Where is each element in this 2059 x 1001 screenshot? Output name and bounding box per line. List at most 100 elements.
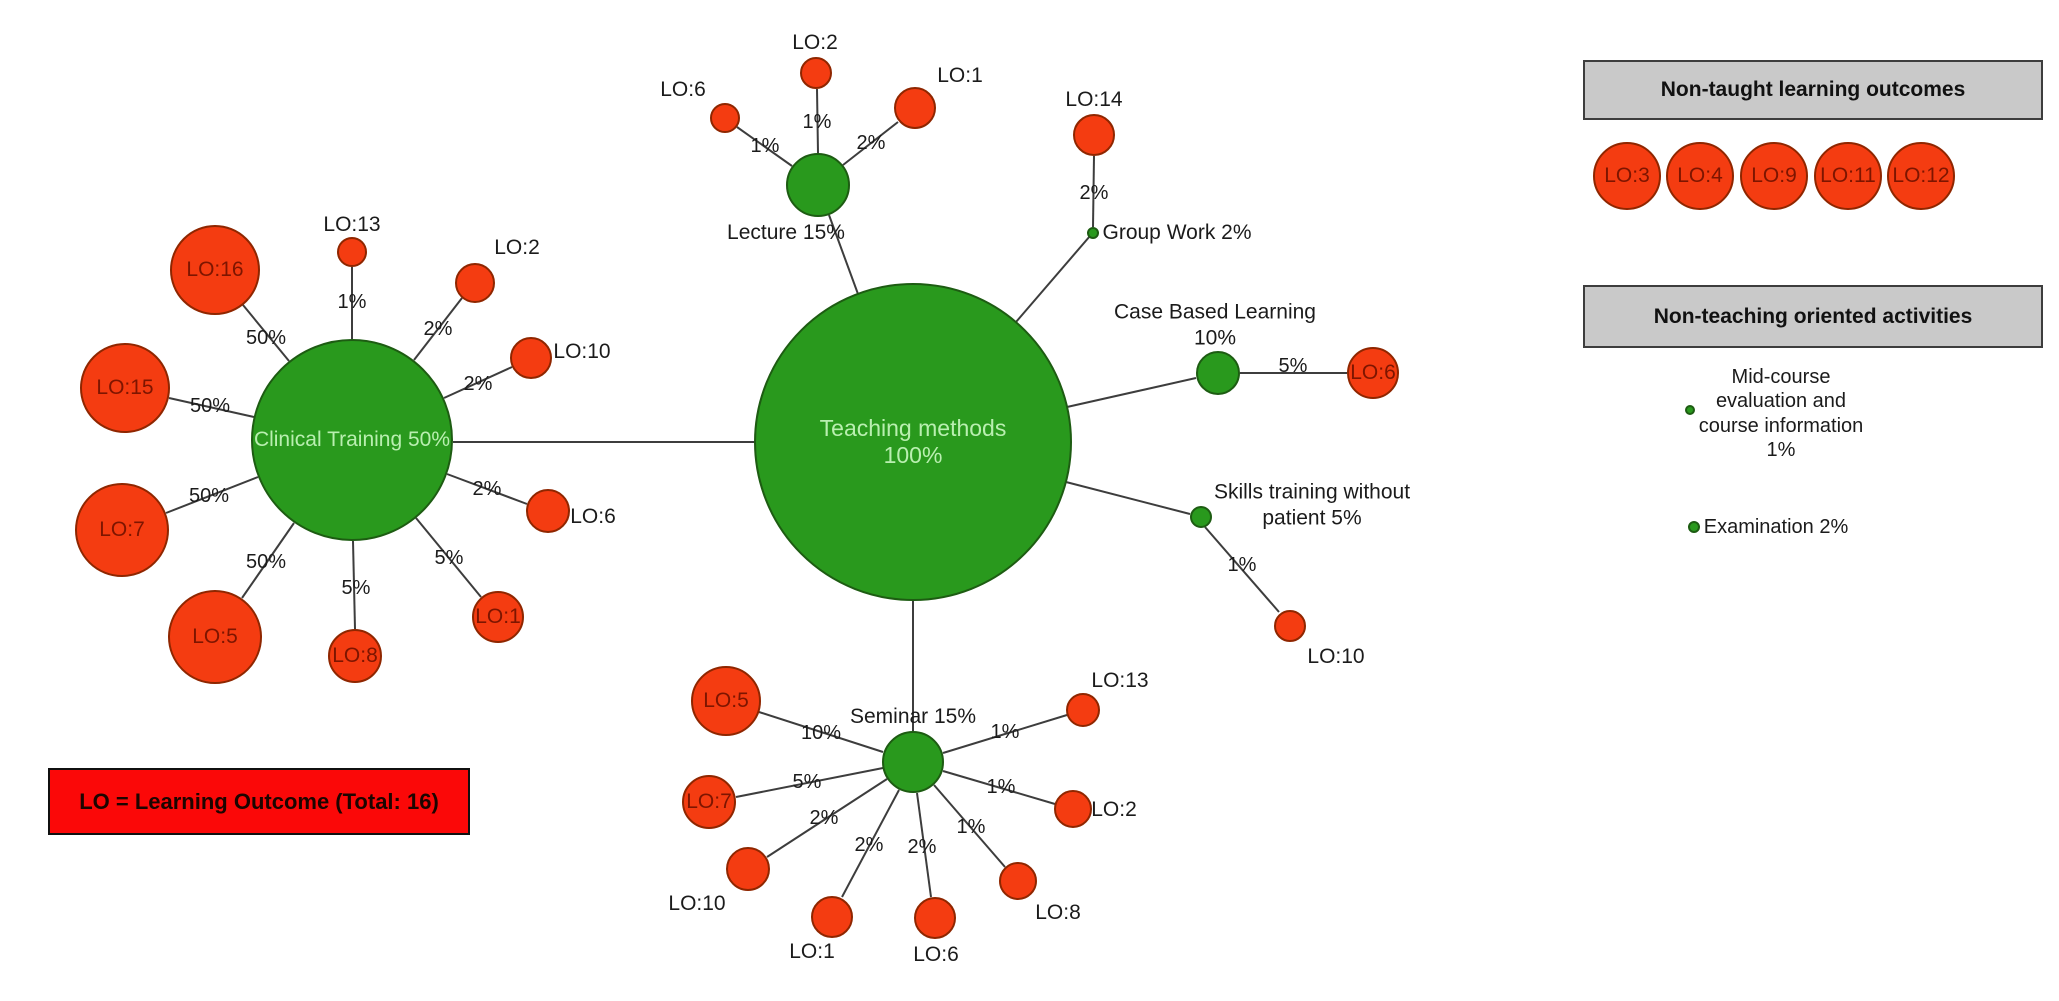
label-case-based-learning: Case Based Learning 10%	[1114, 300, 1316, 349]
learning-outcome-note-box: LO = Learning Outcome (Total: 16)	[48, 768, 470, 835]
edge-24	[766, 778, 888, 858]
edge-label-11: 1%	[1227, 553, 1257, 576]
edge-7	[816, 88, 819, 154]
edge-label-23: 5%	[792, 770, 822, 793]
legend-non-taught-box: Non-taught learning outcomes	[1583, 60, 2043, 120]
label-clinical-lo6: LO:6	[570, 505, 616, 529]
node-legend-lo11: LO:11	[1814, 142, 1882, 210]
node-legend-lo12: LO:12	[1887, 142, 1955, 210]
edge-15	[443, 366, 513, 399]
edge-label-18: 50%	[188, 484, 230, 507]
edge-3	[1066, 377, 1197, 408]
edge-label-7: 1%	[802, 110, 832, 133]
label-seminar-lo1: LO:1	[789, 940, 835, 964]
node-clinical-lo5: LO:5	[168, 590, 262, 684]
legend-non-teaching-box: Non-teaching oriented activities	[1583, 285, 2043, 348]
node-case-based-lo6: LO:6	[1347, 347, 1399, 399]
learning-outcome-note-text: LO = Learning Outcome (Total: 16)	[79, 788, 439, 814]
edge-label-21: 5%	[341, 576, 371, 599]
label-clinical-lo2: LO:2	[494, 236, 540, 260]
edge-label-19: 5%	[434, 546, 464, 569]
label-clinical-lo5: LO:5	[192, 624, 238, 648]
node-lecture-lo2	[800, 57, 832, 89]
label-clinical-lo8: LO:8	[332, 643, 378, 667]
edge-17	[446, 473, 528, 505]
edge-29	[942, 714, 1068, 754]
label-clinical-lo10: LO:10	[553, 340, 611, 364]
label-seminar-lo10: LO:10	[668, 892, 726, 916]
label-clinical-lo7: LO:7	[99, 517, 145, 541]
edge-23	[735, 767, 884, 798]
edge-label-14: 2%	[423, 317, 453, 340]
edge-25	[841, 789, 900, 898]
edge-27	[933, 784, 1006, 868]
edge-2	[1015, 235, 1091, 323]
edge-6	[736, 126, 793, 167]
node-case-based-learning	[1196, 351, 1240, 395]
label-clinical-training: Clinical Training 50%	[253, 427, 451, 451]
node-clinical-training: Clinical Training 50%	[251, 339, 453, 541]
node-clinical-lo10	[510, 337, 552, 379]
label-clinical-lo13: LO:13	[323, 213, 381, 237]
node-examination-dot	[1688, 521, 1700, 533]
edge-16	[168, 397, 255, 418]
edge-21	[352, 540, 356, 630]
label-legend-lo11: LO:11	[1820, 163, 1876, 187]
edge-12	[242, 304, 290, 362]
edge-label-26: 2%	[907, 835, 937, 858]
label-clinical-lo16: LO:16	[186, 257, 244, 281]
edge-label-29: 1%	[990, 720, 1020, 743]
node-lecture-lo6	[710, 103, 740, 133]
edge-label-15: 2%	[463, 372, 493, 395]
legend-non-teaching-title: Non-teaching oriented activities	[1653, 304, 1973, 328]
node-clinical-lo6	[526, 489, 570, 533]
node-seminar-lo13	[1066, 693, 1100, 727]
node-group-work-lo14	[1073, 114, 1115, 156]
label-seminar-lo2: LO:2	[1091, 798, 1137, 822]
label-skills-lo10: LO:10	[1307, 645, 1365, 669]
edge-19	[415, 517, 482, 598]
edge-label-10: 5%	[1278, 354, 1308, 377]
edge-label-22: 10%	[800, 721, 842, 744]
label-seminar-lo6: LO:6	[913, 943, 959, 967]
node-seminar-lo5: LO:5	[691, 666, 761, 736]
edge-label-6: 1%	[750, 134, 780, 157]
node-seminar-lo7: LO:7	[682, 775, 736, 829]
label-lecture-lo1: LO:1	[937, 64, 983, 88]
label-case-based-lo6: LO:6	[1350, 360, 1396, 384]
label-mid-course-evaluation: Mid-course evaluation and course informa…	[1698, 366, 1864, 462]
edge-22	[758, 711, 884, 753]
label-seminar-lo7: LO:7	[686, 789, 732, 813]
node-legend-lo4: LO:4	[1666, 142, 1734, 210]
label-clinical-lo1: LO:1	[475, 604, 521, 628]
node-seminar-lo1	[811, 896, 853, 938]
node-clinical-lo2	[455, 263, 495, 303]
label-legend-lo12: LO:12	[1892, 163, 1950, 187]
label-legend-lo4: LO:4	[1677, 163, 1723, 187]
edge-9	[1092, 155, 1095, 228]
edge-label-27: 1%	[956, 815, 986, 838]
edge-8	[842, 121, 899, 166]
node-lecture	[786, 153, 850, 217]
node-seminar-lo8	[999, 862, 1037, 900]
edge-label-20: 50%	[245, 550, 287, 573]
node-legend-lo9: LO:9	[1740, 142, 1808, 210]
edge-label-9: 2%	[1079, 181, 1109, 204]
node-skills-lo10	[1274, 610, 1306, 642]
node-clinical-lo16: LO:16	[170, 225, 260, 315]
node-clinical-lo1: LO:1	[472, 591, 524, 643]
label-seminar-lo13: LO:13	[1091, 669, 1149, 693]
node-group-work	[1087, 227, 1099, 239]
edge-1	[828, 214, 859, 295]
node-seminar-lo10	[726, 847, 770, 891]
label-seminar: Seminar 15%	[849, 705, 977, 729]
edge-label-17: 2%	[472, 477, 502, 500]
edge-14	[413, 297, 463, 361]
edge-label-25: 2%	[854, 833, 884, 856]
node-lecture-lo1	[894, 87, 936, 129]
label-legend-lo3: LO:3	[1604, 163, 1650, 187]
edge-label-28: 1%	[986, 775, 1016, 798]
node-clinical-lo7: LO:7	[75, 483, 169, 577]
